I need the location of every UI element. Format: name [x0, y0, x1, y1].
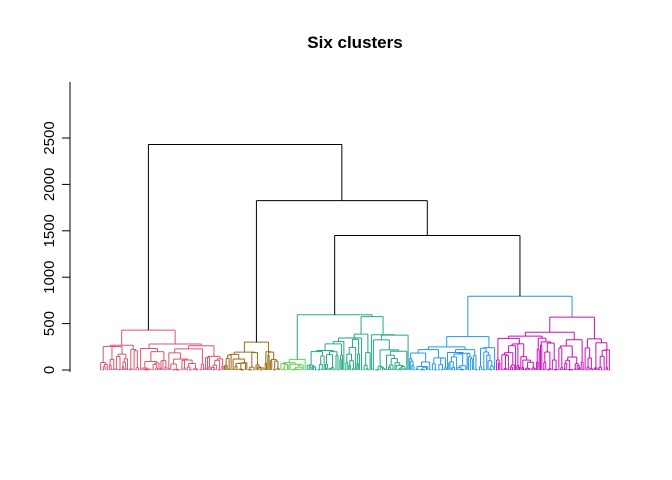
y-tick-label: 1500	[41, 214, 58, 247]
y-axis-ticks: 0 500 1000 1500 2000 2500	[41, 121, 70, 374]
y-tick-label: 1000	[41, 261, 58, 294]
y-tick-label: 0	[41, 366, 58, 374]
chart-title: Six clusters	[307, 33, 402, 52]
y-tick-label: 500	[41, 311, 58, 336]
y-tick-label: 2500	[41, 121, 58, 154]
y-tick-label: 2000	[41, 168, 58, 201]
dendrogram-branches	[99, 143, 611, 371]
